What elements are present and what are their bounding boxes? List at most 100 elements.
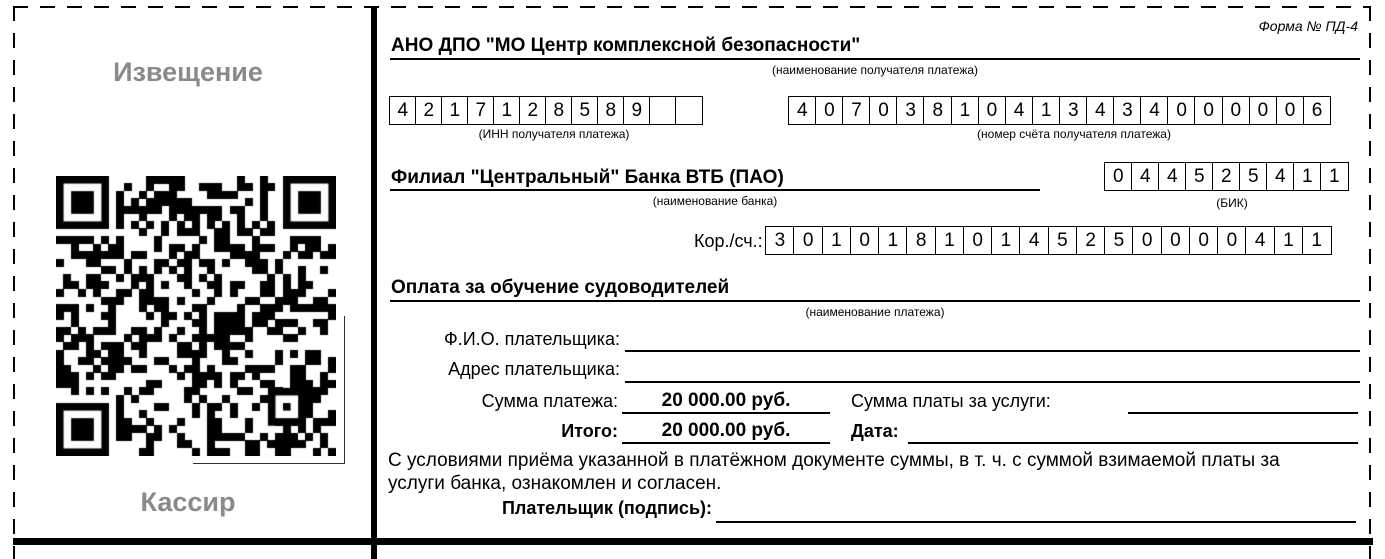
digit-cell: 7 bbox=[467, 96, 495, 125]
agreement-text: С условиями приёма указанной в платёжном… bbox=[388, 450, 1280, 494]
sum-label: Сумма платежа: bbox=[481, 391, 618, 411]
service-fee-line bbox=[1128, 412, 1358, 414]
recipient-underline bbox=[390, 58, 1360, 60]
digit-cell: 1 bbox=[950, 96, 980, 125]
digit-cell: 1 bbox=[1301, 226, 1332, 255]
form-number-label: Форма № ПД-4 bbox=[1258, 18, 1358, 34]
digit-cell: 0 bbox=[962, 226, 993, 255]
corr-account-label: Кор./сч.: bbox=[694, 231, 763, 251]
account-caption: (номер счёта получателя платежа) bbox=[977, 127, 1171, 141]
qr-bracket-horizontal bbox=[193, 463, 345, 464]
digit-cell: 0 bbox=[1160, 226, 1191, 255]
total-line bbox=[622, 442, 830, 444]
digit-cell: 8 bbox=[597, 96, 625, 125]
digit-cell: 2 bbox=[1212, 162, 1241, 191]
digit-cell: 3 bbox=[1058, 96, 1088, 125]
cashier-heading: Кассир bbox=[140, 487, 236, 517]
recipient-caption: (наименование получателя платежа) bbox=[771, 63, 979, 77]
digit-cell: 4 bbox=[1158, 162, 1187, 191]
total-label: Итого: bbox=[561, 421, 618, 441]
digit-cell bbox=[675, 96, 703, 125]
digit-cell: 5 bbox=[1185, 162, 1214, 191]
bank-underline bbox=[390, 189, 1040, 191]
digit-cell: 4 bbox=[1004, 96, 1034, 125]
digit-cell bbox=[649, 96, 677, 125]
digit-cell: 3 bbox=[1113, 96, 1142, 125]
payment-caption: (наименование платежа) bbox=[805, 305, 945, 319]
border-right bbox=[1369, 6, 1371, 559]
payment-underline bbox=[390, 300, 1360, 302]
cut-line-bottom bbox=[13, 538, 1373, 545]
payer-signature-line bbox=[716, 521, 1356, 523]
date-label: Дата: bbox=[851, 421, 899, 441]
digit-cell: 0 bbox=[869, 96, 898, 125]
digit-cell: 5 bbox=[1104, 226, 1134, 255]
digit-cell: 1 bbox=[441, 96, 469, 125]
digit-cell: 2 bbox=[415, 96, 443, 125]
digit-cell: 4 bbox=[1266, 162, 1295, 191]
digit-cell: 7 bbox=[842, 96, 871, 125]
digit-cell: 8 bbox=[545, 96, 573, 125]
digit-cell: 2 bbox=[1075, 226, 1106, 255]
digit-cell: 0 bbox=[849, 226, 880, 255]
inn-caption: (ИНН получателя платежа) bbox=[478, 127, 630, 141]
qr-code bbox=[56, 176, 336, 456]
sum-line bbox=[622, 412, 830, 414]
digit-cell: 1 bbox=[1293, 162, 1322, 191]
digit-cell: 0 bbox=[1275, 96, 1305, 125]
payer-signature-label: Плательщик (подпись): bbox=[501, 498, 712, 518]
bik-caption: (БИК) bbox=[1216, 196, 1248, 210]
digit-cell: 1 bbox=[1273, 226, 1304, 255]
digit-cell: 1 bbox=[493, 96, 521, 125]
digit-cell: 1 bbox=[1320, 162, 1349, 191]
digit-cell: 8 bbox=[906, 226, 936, 255]
sum-value: 20 000.00 руб. bbox=[661, 390, 791, 411]
payer-address-label: Адрес плательщика: bbox=[448, 359, 620, 379]
digit-cell: 0 bbox=[1132, 226, 1162, 255]
digit-cell: 0 bbox=[793, 226, 823, 255]
recipient-name: АНО ДПО "МО Центр комплексной безопаснос… bbox=[391, 35, 861, 56]
digit-cell: 4 bbox=[1086, 96, 1115, 125]
digit-cell: 4 bbox=[1245, 226, 1275, 255]
digit-cell: 9 bbox=[623, 96, 651, 125]
digit-cell: 0 bbox=[1104, 162, 1133, 191]
digit-cell: 5 bbox=[571, 96, 599, 125]
service-fee-label: Сумма платы за услуги: bbox=[851, 391, 1051, 411]
total-value: 20 000.00 руб. bbox=[661, 420, 791, 441]
bank-name: Филиал "Центральный" Банка ВТБ (ПАО) bbox=[391, 167, 784, 188]
digit-cell: 1 bbox=[1031, 96, 1061, 125]
digit-cell: 1 bbox=[878, 226, 908, 255]
payer-address-line bbox=[625, 381, 1360, 383]
digit-cell: 3 bbox=[896, 96, 925, 125]
digit-cell: 0 bbox=[1217, 226, 1247, 255]
digit-cell: 1 bbox=[821, 226, 852, 255]
payer-fio-label: Ф.И.О. плательщика: bbox=[444, 329, 620, 349]
digit-cell: 4 bbox=[389, 96, 417, 125]
date-line bbox=[908, 442, 1358, 444]
digit-cell: 2 bbox=[519, 96, 547, 125]
digit-cell: 4 bbox=[1140, 96, 1169, 125]
digit-cell: 0 bbox=[1221, 96, 1251, 125]
digit-cell: 5 bbox=[1047, 226, 1078, 255]
digit-cell: 6 bbox=[1302, 96, 1332, 125]
digit-cell: 0 bbox=[815, 96, 844, 125]
payer-fio-line bbox=[625, 350, 1360, 352]
digit-cell: 1 bbox=[991, 226, 1021, 255]
digit-cell: 3 bbox=[765, 226, 795, 255]
digit-cell: 0 bbox=[977, 96, 1007, 125]
digit-cell: 0 bbox=[1167, 96, 1196, 125]
qr-bracket-vertical bbox=[344, 316, 345, 464]
digit-cell: 0 bbox=[1194, 96, 1223, 125]
digit-cell: 0 bbox=[1248, 96, 1278, 125]
digit-cell: 8 bbox=[923, 96, 953, 125]
digit-cell: 1 bbox=[934, 226, 965, 255]
digit-cell: 0 bbox=[1188, 226, 1219, 255]
divider-vertical bbox=[371, 6, 377, 559]
digit-cell: 5 bbox=[1239, 162, 1268, 191]
digit-cell: 4 bbox=[1019, 226, 1049, 255]
notice-heading: Извещение bbox=[113, 57, 263, 87]
